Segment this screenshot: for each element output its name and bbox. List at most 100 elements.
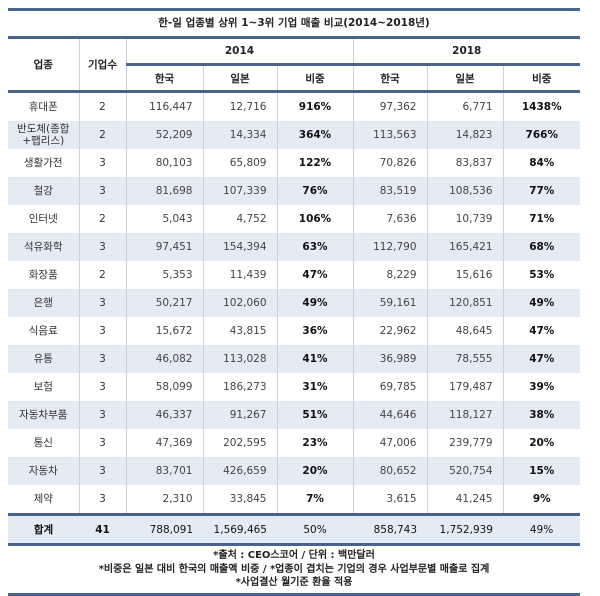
cell-ratio-2014: 31% [276, 373, 353, 401]
cell-ratio-2018: 53% [502, 261, 581, 289]
cell-ratio-2018: 77% [502, 177, 581, 205]
cell-ratio-2018: 49% [502, 289, 581, 317]
cell-count: 3 [78, 233, 126, 261]
cell-jp-2018: 179,487 [426, 373, 503, 401]
header-year-2018: 2018 [352, 39, 581, 65]
cell-kr-2018: 3,615 [352, 485, 427, 515]
cell-industry: 통신 [33, 437, 53, 449]
cell-jp-2014: 154,394 [202, 233, 277, 261]
cell-kr-2014: 58,099 [125, 373, 203, 401]
table-row: 반도체(종합+팹리스) 2 52,209 14,334 364% 113,563… [8, 121, 581, 149]
comparison-table-container: 한-일 업종별 상위 1~3위 기업 매출 비교(2014~2018년) 업종 … [8, 8, 581, 596]
cell-jp-2014: 113,028 [202, 345, 277, 373]
cell-ratio-2014: 122% [276, 149, 353, 177]
cell-count: 2 [78, 261, 126, 289]
cell-kr-2018: 97,362 [352, 90, 427, 121]
total-row: 합계 41 788,091 1,569,465 50% 858,743 1,75… [8, 513, 581, 546]
cell-count: 3 [78, 289, 126, 317]
header-company-count: 기업수 [78, 39, 126, 92]
total-count: 41 [79, 513, 126, 546]
cell-jp-2018: 118,127 [426, 401, 503, 429]
cell-jp-2018: 6,771 [426, 90, 503, 121]
cell-kr-2014: 80,103 [125, 149, 203, 177]
cell-industry: 철강 [8, 177, 79, 205]
cell-ratio-2018: 68% [502, 233, 581, 261]
cell-ratio-2018: 20% [502, 429, 581, 457]
cell-industry: 자동차 [8, 457, 79, 485]
cell-kr-2014: 83,701 [125, 457, 203, 485]
cell-ratio-2014: 20% [276, 457, 353, 485]
cell-ratio-2018: 9% [502, 485, 581, 515]
cell-jp-2018: 41,245 [426, 485, 503, 515]
cell-kr-2018: 44,646 [352, 401, 427, 429]
cell-industry: 인터넷 [28, 213, 58, 225]
cell-count: 3 [78, 317, 126, 345]
cell-kr-2018: 70,826 [352, 149, 427, 177]
cell-jp-2014: 33,845 [202, 485, 277, 515]
cell-kr-2014: 46,082 [125, 345, 203, 373]
table-row: 제약 3 2,310 33,845 7% 3,615 41,245 9% [8, 485, 581, 515]
cell-ratio-2014: 916% [276, 90, 353, 121]
cell-count: 2 [78, 90, 126, 121]
table-row: 생활가전 3 80,103 65,809 122% 70,826 83,837 … [8, 149, 581, 177]
total-label: 합계 [8, 513, 79, 546]
cell-kr-2014: 5,043 [125, 205, 203, 233]
cell-industry: 식음료 [28, 325, 58, 337]
header-japan-2014: 일본 [202, 63, 277, 92]
cell-ratio-2014: 23% [276, 429, 353, 457]
table-row: 인터넷 2 5,043 4,752 106% 7,636 10,739 71% [8, 205, 581, 233]
bottom-rule [8, 592, 580, 596]
header-korea-2018: 한국 [352, 63, 427, 92]
cell-jp-2014: 11,439 [202, 261, 277, 289]
cell-count: 2 [78, 205, 126, 233]
cell-kr-2018: 7,636 [352, 205, 427, 233]
cell-ratio-2018: 84% [502, 149, 581, 177]
total-kr-2014: 788,091 [126, 513, 203, 546]
note-source: *출처 : CEO스코어 / 단위 : 백만달러 [213, 550, 375, 561]
cell-ratio-2014: 41% [276, 345, 353, 373]
cell-kr-2018: 22,962 [352, 317, 427, 345]
table-body: 휴대폰 2 116,447 12,716 916% 97,362 6,771 1… [8, 90, 581, 546]
cell-jp-2014: 43,815 [202, 317, 277, 345]
cell-ratio-2018: 1438% [502, 90, 581, 121]
cell-ratio-2014: 76% [276, 177, 353, 205]
cell-jp-2018: 120,851 [426, 289, 503, 317]
table-title: 한-일 업종별 상위 1~3위 기업 매출 비교(2014~2018년) [158, 17, 430, 29]
total-jp-2018: 1,752,939 [427, 513, 503, 546]
cell-count: 3 [78, 345, 126, 373]
header-industry: 업종 [33, 59, 53, 71]
cell-ratio-2014: 106% [276, 205, 353, 233]
cell-kr-2014: 81,698 [125, 177, 203, 205]
cell-jp-2018: 78,555 [426, 345, 503, 373]
table-row: 화장품 2 5,353 11,439 47% 8,229 15,616 53% [8, 261, 581, 289]
table-row: 유통 3 46,082 113,028 41% 36,989 78,555 47… [8, 345, 581, 373]
table-row: 통신 3 47,369 202,595 23% 47,006 239,779 2… [8, 429, 581, 457]
cell-jp-2018: 15,616 [426, 261, 503, 289]
table-notes: *출처 : CEO스코어 / 단위 : 백만달러 *비중은 일본 대비 한국의 … [8, 546, 580, 593]
title-rule [8, 36, 580, 39]
table-row: 철강 3 81,698 107,339 76% 83,519 108,536 7… [8, 177, 581, 205]
note-exchange-rate: *사업결산 월기준 환율 적용 [235, 577, 353, 588]
cell-jp-2018: 520,754 [426, 457, 503, 485]
cell-jp-2018: 48,645 [426, 317, 503, 345]
cell-ratio-2014: 51% [276, 401, 353, 429]
total-kr-2018: 858,743 [353, 513, 427, 546]
total-ratio-2014: 50% [277, 513, 353, 546]
cell-jp-2018: 14,823 [426, 121, 503, 149]
cell-ratio-2014: 364% [276, 121, 353, 149]
cell-jp-2014: 102,060 [202, 289, 277, 317]
cell-jp-2014: 107,339 [202, 177, 277, 205]
header-korea-2014: 한국 [125, 63, 203, 92]
table-row: 자동차 3 83,701 426,659 20% 80,652 520,754 … [8, 457, 581, 485]
cell-jp-2014: 91,267 [202, 401, 277, 429]
cell-kr-2014: 116,447 [125, 90, 203, 121]
cell-ratio-2018: 766% [502, 121, 581, 149]
table-row: 석유화학 3 97,451 154,394 63% 112,790 165,42… [8, 233, 581, 261]
total-ratio-2018: 49% [503, 513, 581, 546]
header-ratio-2014: 비중 [276, 63, 353, 92]
cell-ratio-2018: 47% [502, 345, 581, 373]
header-japan-2018: 일본 [426, 63, 503, 92]
cell-industry: 자동차부품 [8, 401, 79, 429]
cell-industry: 석유화학 [8, 233, 79, 261]
cell-count: 3 [78, 401, 126, 429]
